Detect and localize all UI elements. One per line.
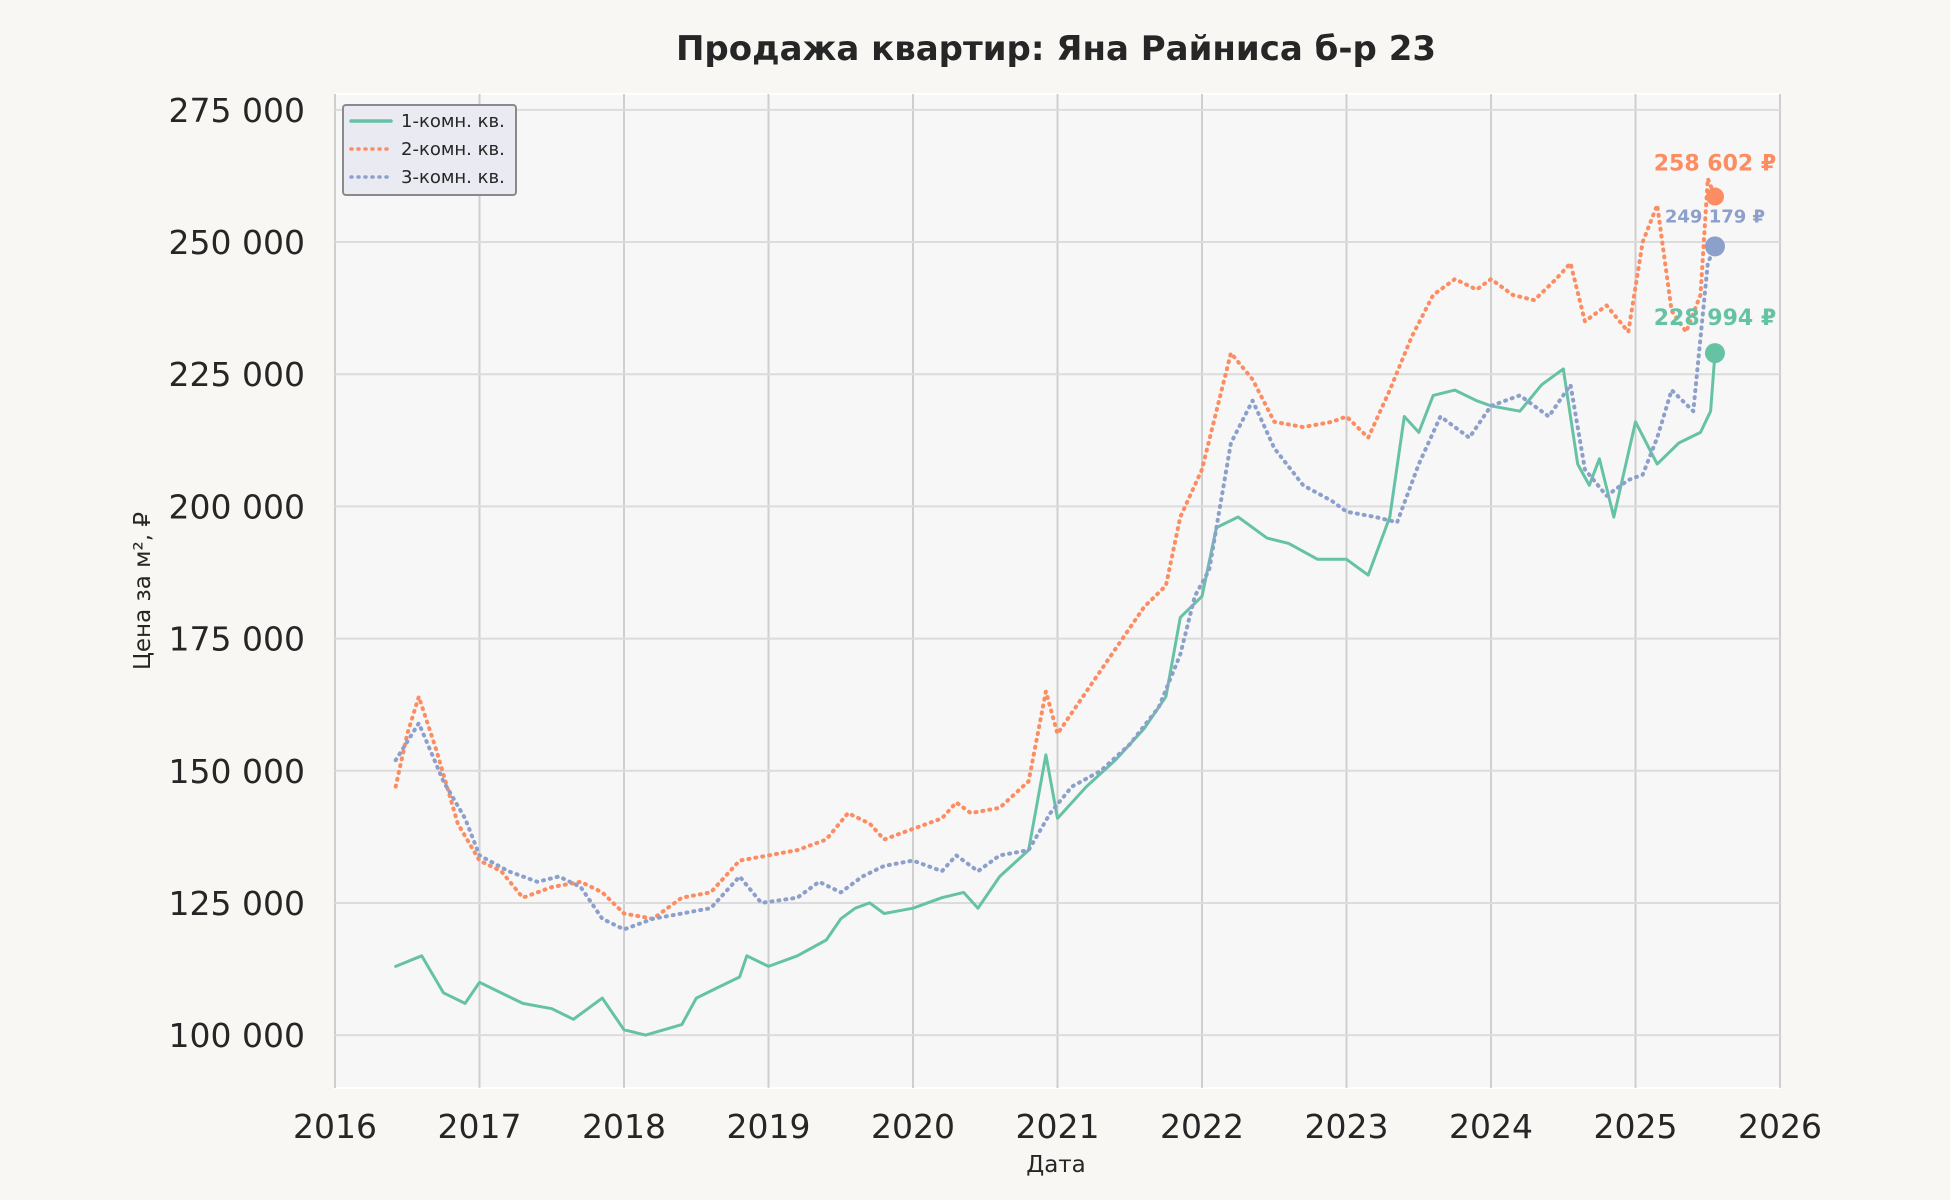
legend-box bbox=[342, 104, 517, 196]
x-tick-label: 2019 bbox=[727, 1107, 811, 1146]
y-tick-label: 250 000 bbox=[169, 223, 305, 262]
y-tick-label: 275 000 bbox=[169, 91, 305, 130]
x-tick-label: 2018 bbox=[582, 1107, 666, 1146]
series-line-2 bbox=[393, 176, 1717, 921]
end-markers: 228 994 ₽ 258 602 ₽ 249 179 ₽ bbox=[1654, 152, 1776, 364]
series-line-3 bbox=[393, 244, 1717, 932]
legend: 1-комн. кв. 2-комн. кв. 3-комн. кв. bbox=[342, 104, 517, 196]
y-tick-label: 175 000 bbox=[169, 620, 305, 659]
y-tick-label: 100 000 bbox=[169, 1016, 305, 1055]
y-tick-label: 150 000 bbox=[169, 752, 305, 791]
chart-title: Продажа квартир: Яна Райниса б-р 23 bbox=[676, 29, 1436, 69]
series-line-1 bbox=[394, 351, 1717, 1037]
x-tick-label: 2017 bbox=[438, 1107, 522, 1146]
x-tick-label: 2021 bbox=[1016, 1107, 1100, 1146]
x-tick-label: 2024 bbox=[1449, 1107, 1533, 1146]
y-tick-label: 125 000 bbox=[169, 884, 305, 923]
x-tick-label: 2026 bbox=[1738, 1107, 1822, 1146]
x-tick-label: 2025 bbox=[1594, 1107, 1678, 1146]
axes: 2016 2017 2018 2019 2020 2021 2022 2023 2024 2025… bbox=[169, 91, 1822, 1146]
y-tick-label: 225 000 bbox=[169, 355, 305, 394]
x-tick-label: 2016 bbox=[293, 1107, 377, 1146]
end-marker-3 bbox=[1704, 236, 1725, 257]
legend-label-3: 3-комн. кв. bbox=[401, 167, 505, 188]
y-tick-label: 200 000 bbox=[169, 487, 305, 526]
legend-label-2: 2-комн. кв. bbox=[401, 139, 505, 160]
grid bbox=[334, 94, 1781, 1088]
x-tick-label: 2023 bbox=[1305, 1107, 1389, 1146]
end-value-label-2: 258 602 ₽ bbox=[1654, 152, 1776, 177]
end-marker-1 bbox=[1704, 343, 1725, 364]
y-axis-label: Цена за м², ₽ bbox=[130, 512, 156, 670]
legend-label-1: 1-комн. кв. bbox=[401, 111, 505, 132]
x-tick-label: 2020 bbox=[871, 1107, 955, 1146]
end-value-label-3: 249 179 ₽ bbox=[1665, 206, 1765, 227]
series-layer bbox=[393, 176, 1717, 1037]
x-tick-label: 2022 bbox=[1160, 1107, 1244, 1146]
x-axis-label: Дата bbox=[1026, 1152, 1086, 1178]
end-marker-2 bbox=[1705, 187, 1724, 206]
end-value-label-1: 228 994 ₽ bbox=[1654, 306, 1776, 331]
